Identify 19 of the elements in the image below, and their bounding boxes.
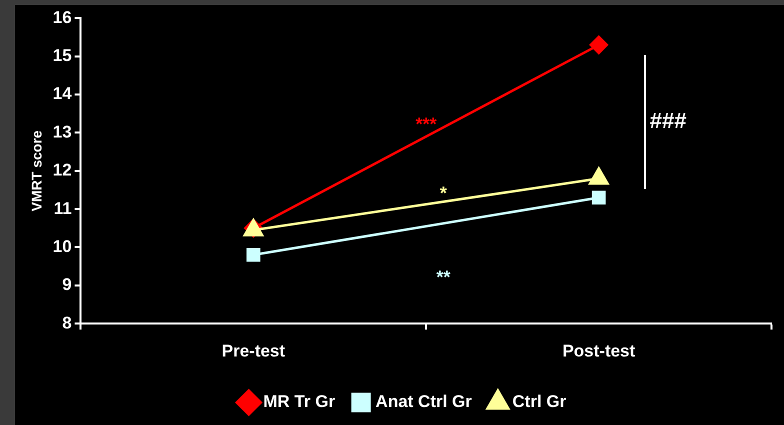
y-tick-label: 13	[52, 122, 72, 142]
annotation: ***	[416, 114, 437, 134]
legend-label: Ctrl Gr	[512, 392, 567, 412]
x-tick-label: Pre-test	[222, 341, 286, 360]
annotation: **	[436, 266, 450, 287]
y-tick-label: 12	[52, 160, 72, 180]
x-tick-label: Post-test	[562, 341, 636, 360]
y-tick-label: 11	[54, 198, 72, 218]
y-tick-label: 16	[52, 8, 72, 27]
legend-label: MR Tr Gr	[263, 392, 336, 412]
annotation: ###	[650, 108, 687, 133]
y-tick-label: 8	[62, 313, 72, 332]
y-tick-label: 10	[52, 236, 72, 256]
annotation: *	[440, 182, 447, 203]
y-tick-label: 9	[62, 275, 72, 294]
legend-label: Anat Ctrl Gr	[376, 392, 472, 412]
y-tick-label: 14	[52, 84, 72, 104]
y-axis-title: VMRT score	[28, 130, 44, 212]
y-tick-label: 15	[52, 46, 72, 66]
